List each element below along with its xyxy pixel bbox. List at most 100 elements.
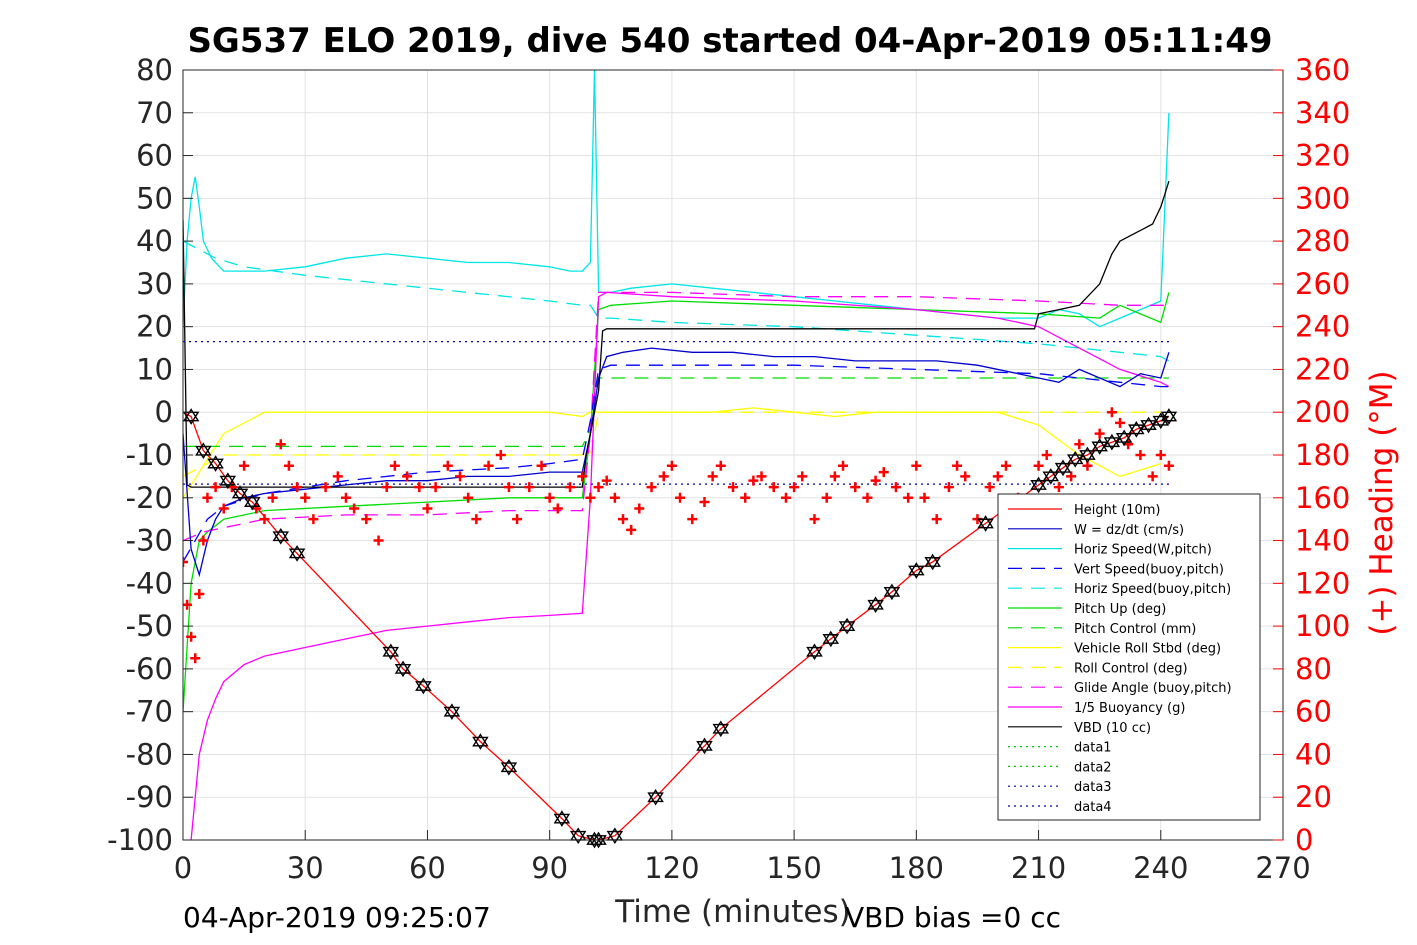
legend-entry: Vert Speed(buoy,pitch) bbox=[1074, 562, 1224, 577]
right-tick-label: 100 bbox=[1295, 609, 1350, 643]
heading-point bbox=[402, 471, 413, 482]
heading-point bbox=[552, 503, 563, 514]
heading-point bbox=[430, 482, 441, 493]
right-tick-label: 320 bbox=[1295, 139, 1350, 173]
right-tick-label: 80 bbox=[1295, 652, 1332, 686]
dive-marker bbox=[1066, 450, 1084, 468]
timestamp-note: 04-Apr-2019 09:25:07 bbox=[183, 901, 491, 934]
x-axis-ticks: 0 30 60 90 120 150 180 210 240 270 bbox=[174, 830, 1311, 885]
heading-point bbox=[373, 535, 384, 546]
legend-entry: W = dz/dt (cm/s) bbox=[1074, 523, 1184, 538]
heading-point bbox=[862, 492, 873, 503]
heading-point bbox=[699, 497, 710, 508]
heading-point bbox=[1074, 439, 1085, 450]
series-line-4 bbox=[183, 240, 1170, 362]
heading-point bbox=[960, 471, 971, 482]
x-tick-label: 30 bbox=[287, 851, 324, 885]
heading-point bbox=[267, 492, 278, 503]
dive-marker bbox=[1079, 446, 1096, 464]
heading-point bbox=[332, 471, 343, 482]
heading-point bbox=[593, 482, 604, 493]
right-tick-label: 260 bbox=[1295, 267, 1350, 301]
y-tick-label: -10 bbox=[126, 438, 173, 472]
heading-point bbox=[675, 492, 686, 503]
y-tick-label: -90 bbox=[126, 780, 173, 814]
heading-point bbox=[442, 460, 453, 471]
heading-point bbox=[756, 471, 767, 482]
heading-point bbox=[471, 514, 482, 525]
y-tick-label: -60 bbox=[126, 652, 173, 686]
heading-point bbox=[455, 471, 466, 482]
heading-point bbox=[389, 460, 400, 471]
x-tick-label: 210 bbox=[1011, 851, 1066, 885]
heading-point bbox=[715, 460, 726, 471]
heading-point bbox=[1094, 428, 1105, 439]
heading-point bbox=[381, 482, 392, 493]
heading-point bbox=[183, 599, 193, 610]
heading-point bbox=[1147, 471, 1158, 482]
right-tick-label: 140 bbox=[1295, 524, 1350, 558]
heading-point bbox=[878, 467, 889, 478]
legend-entry: Glide Angle (buoy,pitch) bbox=[1074, 681, 1232, 696]
dive-marker bbox=[806, 643, 823, 661]
y-axis-ticks: 80 70 60 50 40 30 20 10 0 -10 -20 -30 -40 -50 -60 -70 -8… bbox=[107, 53, 193, 857]
x-tick-label: 270 bbox=[1255, 851, 1310, 885]
heading-point bbox=[1041, 450, 1052, 460]
heading-point bbox=[495, 450, 506, 460]
heading-point bbox=[728, 482, 738, 493]
heading-point bbox=[565, 482, 576, 493]
y-tick-label: 30 bbox=[136, 267, 173, 301]
heading-point bbox=[340, 492, 351, 503]
series-line-10 bbox=[190, 291, 1170, 840]
y-tick-label: 60 bbox=[136, 139, 173, 173]
dive-marker bbox=[415, 677, 432, 695]
heading-point bbox=[931, 514, 942, 525]
dive-marker bbox=[443, 703, 461, 720]
series-line-2 bbox=[183, 70, 1170, 328]
heading-point bbox=[463, 492, 474, 503]
legend-entry: Horiz Speed(buoy,pitch) bbox=[1074, 582, 1231, 597]
dive-marker bbox=[1140, 416, 1157, 434]
y-tick-label: -20 bbox=[126, 481, 173, 515]
series-layer bbox=[183, 70, 1173, 840]
dive-marker bbox=[838, 617, 856, 635]
dive-marker bbox=[647, 788, 664, 806]
heading-point bbox=[1155, 450, 1166, 460]
dive-marker bbox=[231, 485, 249, 502]
heading-point bbox=[829, 471, 840, 482]
dive-marker bbox=[272, 527, 290, 545]
dive-marker bbox=[867, 596, 884, 614]
heading-point bbox=[850, 482, 861, 493]
dive-marker bbox=[1115, 429, 1133, 447]
dive-marker bbox=[1091, 438, 1108, 455]
heading-point bbox=[646, 482, 657, 493]
heading-point bbox=[748, 475, 759, 486]
heading-point bbox=[903, 492, 914, 503]
right-tick-label: 240 bbox=[1295, 310, 1350, 344]
right-tick-label: 180 bbox=[1295, 438, 1350, 472]
heading-point bbox=[275, 439, 286, 450]
heading-point bbox=[585, 492, 596, 503]
dive-marker bbox=[712, 720, 730, 738]
y-tick-label: 70 bbox=[136, 96, 173, 130]
y-tick-label: 50 bbox=[136, 181, 173, 215]
heading-point bbox=[202, 492, 213, 503]
heading-point bbox=[789, 482, 800, 493]
dive-marker bbox=[590, 831, 607, 849]
right-tick-label: 20 bbox=[1295, 780, 1332, 814]
heading-point bbox=[1135, 450, 1146, 460]
heading-point bbox=[740, 492, 751, 503]
legend-entry: data3 bbox=[1074, 780, 1112, 795]
dive-marker bbox=[472, 733, 489, 750]
dive-marker bbox=[924, 553, 941, 571]
heading-point bbox=[183, 556, 188, 567]
heading-point bbox=[687, 514, 698, 525]
heading-point bbox=[1066, 471, 1077, 482]
right-tick-label: 0 bbox=[1295, 823, 1313, 857]
heading-point bbox=[658, 471, 669, 482]
heading-point bbox=[1053, 482, 1064, 493]
series-line-3 bbox=[183, 364, 1169, 563]
y-tick-label: -40 bbox=[126, 566, 173, 600]
right-tick-label: 160 bbox=[1295, 481, 1350, 515]
heading-point bbox=[292, 482, 303, 493]
